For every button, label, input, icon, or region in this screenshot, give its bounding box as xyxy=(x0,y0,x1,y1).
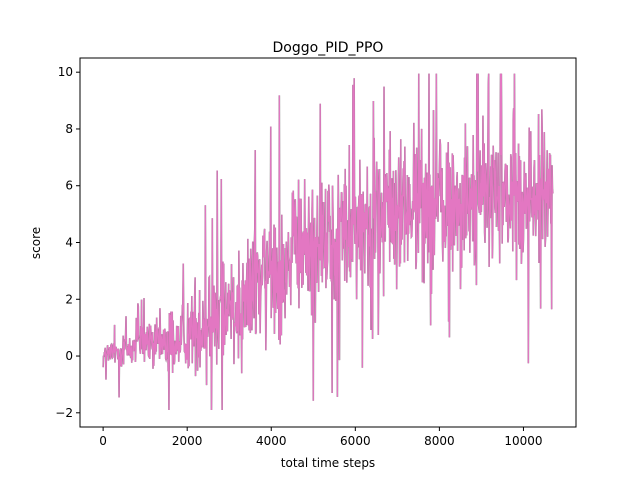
y-tick-label: 8 xyxy=(65,122,73,136)
x-tick-label: 4000 xyxy=(256,434,287,448)
chart-title: Doggo_PID_PPO xyxy=(273,40,384,56)
y-axis-label: score xyxy=(29,227,43,259)
x-tick-label: 8000 xyxy=(424,434,455,448)
y-tick-label: 10 xyxy=(58,65,73,79)
x-tick-label: 2000 xyxy=(172,434,203,448)
y-tick-label: 6 xyxy=(65,179,73,193)
y-tick-label: 0 xyxy=(65,349,73,363)
x-tick-label: 6000 xyxy=(340,434,371,448)
x-axis-ticks: 0 2000 4000 6000 8000 10000 xyxy=(99,427,543,448)
x-tick-label: 0 xyxy=(99,434,107,448)
y-axis-ticks: −2 0 2 4 6 8 10 xyxy=(55,65,80,420)
x-tick-label: 10000 xyxy=(504,434,542,448)
y-tick-label: −2 xyxy=(55,406,73,420)
plot-area xyxy=(102,73,554,410)
y-tick-label: 4 xyxy=(65,236,73,250)
series-line xyxy=(102,73,554,410)
y-tick-label: 2 xyxy=(65,292,73,306)
x-axis-label: total time steps xyxy=(281,456,375,470)
